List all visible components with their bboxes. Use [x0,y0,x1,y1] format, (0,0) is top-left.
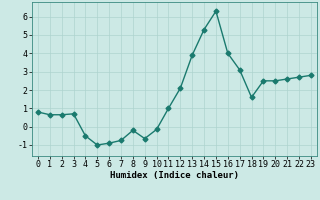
X-axis label: Humidex (Indice chaleur): Humidex (Indice chaleur) [110,171,239,180]
